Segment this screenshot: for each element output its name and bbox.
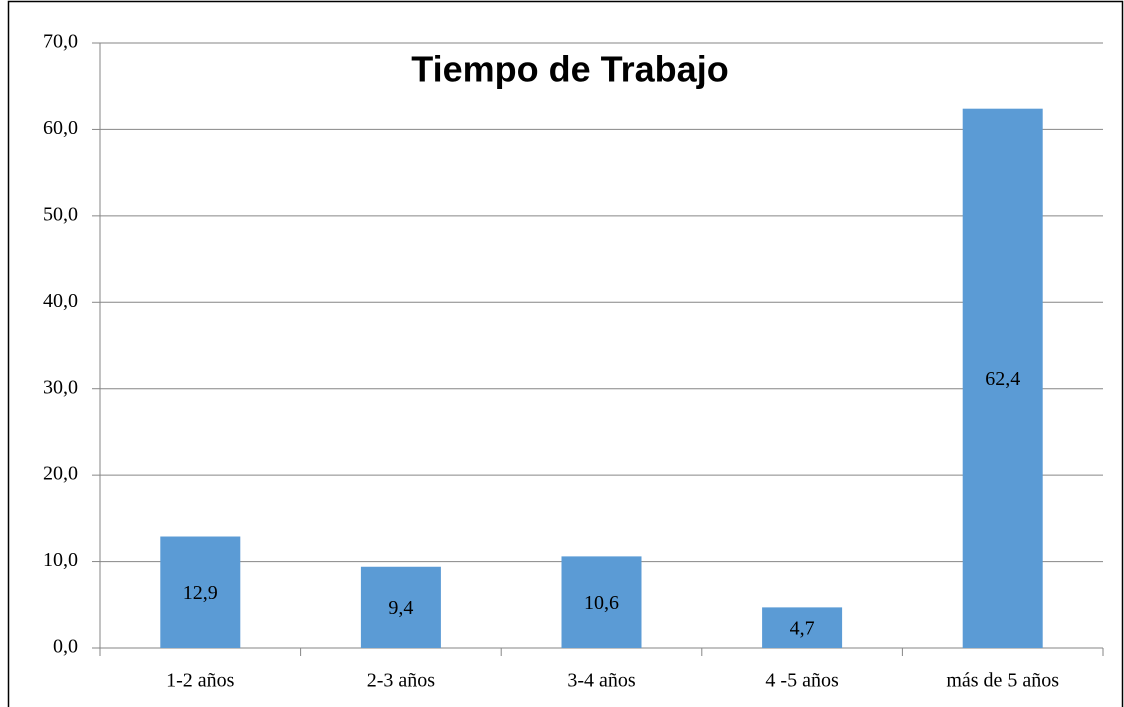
y-tick-label: 50,0 (43, 203, 78, 225)
y-tick-label: 10,0 (43, 549, 78, 571)
bar (762, 607, 843, 648)
y-tick-label: 20,0 (43, 463, 78, 485)
data-label: 12,9 (183, 582, 218, 604)
x-tick-label: 3-4 años (567, 670, 636, 692)
data-label: 4,7 (790, 617, 815, 639)
y-tick-label: 60,0 (43, 117, 78, 139)
x-tick-label: más de 5 años (946, 670, 1059, 692)
bar (962, 108, 1043, 648)
y-tick-label: 70,0 (43, 31, 78, 53)
y-tick-label: 40,0 (43, 290, 78, 312)
bar (160, 536, 241, 648)
bar (561, 556, 642, 648)
bar (360, 566, 441, 648)
data-label: 62,4 (985, 368, 1020, 390)
chart-title: Tiempo de Trabajo (411, 49, 728, 90)
x-tick-label: 4 -5 años (765, 670, 839, 692)
x-tick-label: 2-3 años (367, 670, 436, 692)
data-label: 9,4 (388, 597, 413, 619)
y-tick-label: 0,0 (53, 636, 78, 658)
chart-border (7, 0, 1124, 707)
data-label: 10,6 (584, 592, 619, 614)
x-tick-label: 1-2 años (166, 670, 235, 692)
y-tick-label: 30,0 (43, 376, 78, 398)
